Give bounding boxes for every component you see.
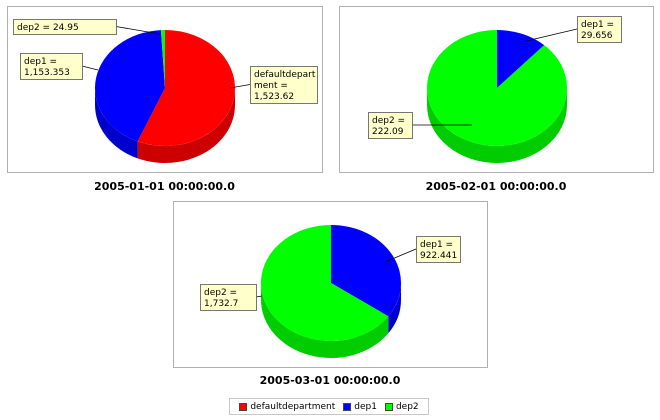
chart-title: 2005-01-01 00:00:00.0	[94, 180, 235, 193]
slice-label-box-dep1	[577, 16, 622, 43]
slice-label-dep1: 29.656	[581, 31, 613, 41]
pie-side-dep1	[95, 88, 138, 159]
slice-label-box-dep2	[368, 112, 413, 139]
slice-label-box-dep2	[200, 284, 257, 311]
pie-slice-dep2	[261, 225, 389, 341]
chart-title: 2005-02-01 00:00:00.0	[426, 180, 567, 193]
slice-label-dep2: dep2 =	[204, 288, 237, 298]
slice-label-dep2: 222.09	[372, 127, 404, 137]
pie-side-dep1	[388, 283, 401, 334]
leader-line-dep1	[521, 28, 578, 43]
legend-label-dep2: dep2	[395, 401, 419, 412]
legend-swatch-dep2	[384, 402, 393, 411]
pie-slice-dep1	[331, 225, 402, 317]
slice-label-defaultdepartment: 1,523.62	[254, 92, 294, 102]
slice-label-box-dep1	[416, 236, 461, 263]
legend-item-defaultdepartment: defaultdepartment	[239, 402, 335, 412]
slice-label-dep2: dep2 =	[372, 116, 405, 126]
slice-label-dep1: dep1 =	[581, 20, 614, 30]
leader-line-defaultdepartment	[229, 84, 251, 89]
chart-title: 2005-03-01 00:00:00.0	[260, 374, 401, 387]
leader-line-dep1	[384, 248, 417, 263]
pie-chart-3: dep1 =922.441 dep2 =1,732.7 2005-03-01 00:…	[173, 201, 488, 387]
chart-legend: defaultdepartment dep1 dep2	[229, 398, 429, 415]
slice-label-defaultdepartment: defaultdepart	[254, 70, 316, 80]
legend-label-defaultdepartment: defaultdepartment	[250, 401, 336, 412]
slice-label-box-dep1	[20, 53, 83, 80]
pie-side-dep2	[261, 283, 389, 358]
slice-label-box-defaultdepartment	[250, 66, 318, 104]
slice-label-box-dep2	[13, 19, 117, 35]
legend-label-dep1: dep1	[354, 401, 377, 412]
pie-chart-1: defaultdepartment =1,523.62 dep1 =1,153.3…	[7, 6, 323, 193]
legend-item-dep2: dep2	[384, 401, 419, 412]
slice-label-dep1: 922.441	[420, 251, 457, 261]
slice-label-dep2: dep2 = 24.95	[17, 23, 79, 33]
pie-side-dep2	[427, 88, 567, 163]
pie-slice-dep1	[497, 30, 545, 88]
leader-line-dep2	[115, 26, 161, 35]
slice-label-dep1: dep1 =	[420, 240, 453, 250]
slice-label-dep1: 1,153.353	[24, 68, 70, 78]
pie-chart-2: dep1 =29.656 dep2 =222.09 2005-02-01 00:00…	[339, 6, 654, 193]
legend-swatch-dep1	[343, 402, 352, 411]
pie-slice-defaultdepartment	[137, 30, 235, 146]
pie-slice-dep2	[427, 30, 567, 146]
pie-side-defaultdepartment	[137, 88, 235, 163]
legend-item-dep1: dep1	[343, 402, 377, 412]
slice-label-defaultdepartment: ment =	[254, 81, 288, 91]
pie-slice-dep2	[160, 30, 165, 88]
slice-label-dep2: 1,732.7	[204, 299, 238, 309]
leader-line-dep2	[255, 295, 263, 298]
leader-line-dep1	[81, 65, 99, 71]
pie-slice-dep1	[94, 30, 165, 142]
slice-label-dep1: dep1 =	[24, 57, 57, 67]
legend-swatch-defaultdepartment	[239, 402, 248, 411]
